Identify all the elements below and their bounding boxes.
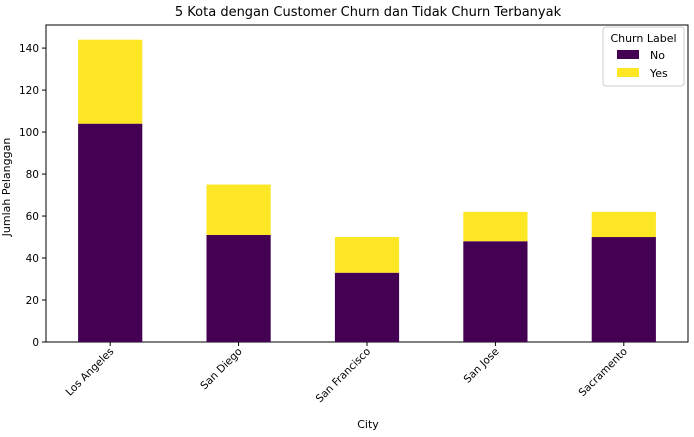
legend-title: Churn Label bbox=[610, 32, 676, 45]
y-tick-label: 80 bbox=[26, 169, 39, 181]
x-tick-label: San Diego bbox=[198, 346, 244, 392]
chart-title: 5 Kota dengan Customer Churn dan Tidak C… bbox=[175, 5, 562, 20]
legend-label-no: No bbox=[650, 49, 665, 62]
bar-no-los-angeles bbox=[78, 123, 143, 342]
legend-swatch-no bbox=[617, 50, 639, 59]
x-tick-label: San Francisco bbox=[314, 346, 373, 405]
y-tick-label: 40 bbox=[26, 253, 39, 265]
legend-swatch-yes bbox=[617, 68, 639, 77]
bar-yes-san-diego bbox=[206, 184, 271, 235]
bars-group bbox=[78, 39, 656, 342]
x-axis-label: City bbox=[357, 418, 379, 431]
bar-yes-san-francisco bbox=[334, 237, 400, 273]
bar-yes-san-jose bbox=[463, 211, 528, 242]
y-tick-label: 120 bbox=[19, 85, 39, 97]
x-tick-label: San Jose bbox=[462, 346, 502, 386]
y-tick-label: 60 bbox=[26, 211, 39, 223]
bar-no-san-diego bbox=[206, 234, 271, 342]
y-tick-label: 140 bbox=[19, 43, 39, 55]
legend: Churn Label No Yes bbox=[602, 26, 685, 87]
bar-no-san-jose bbox=[463, 241, 528, 342]
bar-no-sacramento bbox=[591, 237, 656, 342]
legend-label-yes: Yes bbox=[649, 67, 668, 80]
bar-no-san-francisco bbox=[334, 272, 400, 342]
bar-yes-los-angeles bbox=[78, 39, 143, 124]
y-tick-label: 0 bbox=[32, 337, 39, 349]
y-axis-label: Jumlah Pelanggan bbox=[0, 138, 13, 238]
y-tick-label: 20 bbox=[26, 295, 39, 307]
y-axis-ticks: 0 20 40 60 80 100 120 140 bbox=[19, 43, 46, 349]
x-axis-ticks: Los Angeles San Diego San Francisco San Jos… bbox=[63, 342, 630, 405]
bar-yes-sacramento bbox=[591, 211, 656, 238]
x-tick-label: Los Angeles bbox=[63, 346, 116, 399]
y-tick-label: 100 bbox=[19, 127, 39, 139]
x-tick-label: Sacramento bbox=[577, 346, 630, 399]
